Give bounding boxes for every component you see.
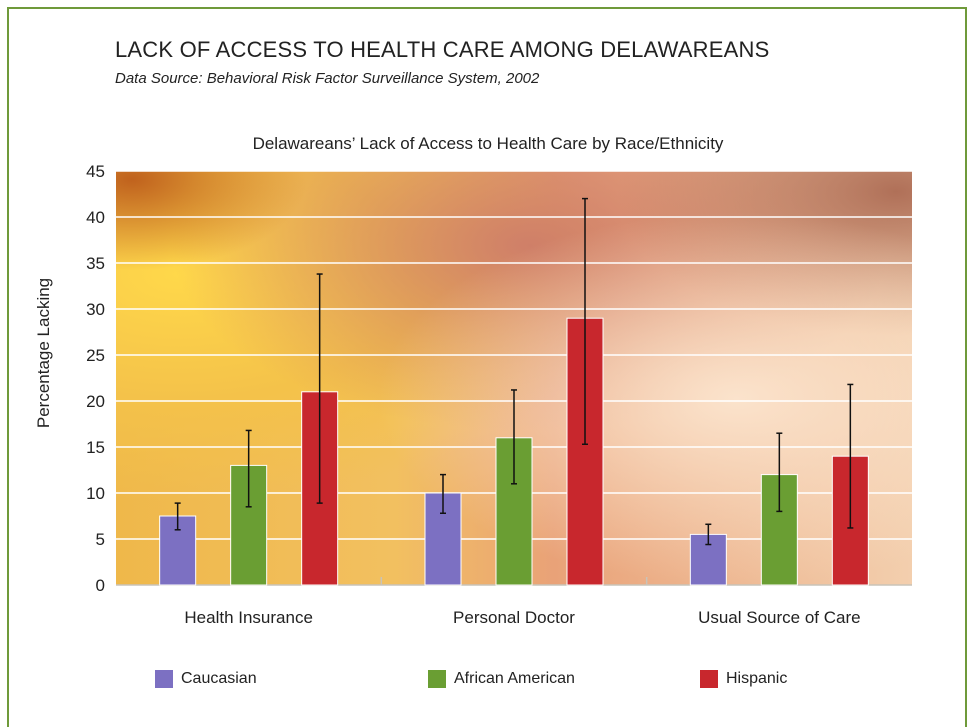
- y-tick-label: 45: [86, 162, 105, 181]
- y-tick-label: 5: [96, 530, 105, 549]
- y-tick-label: 10: [86, 484, 105, 503]
- legend-swatch: [155, 670, 173, 688]
- legend-label: Hispanic: [726, 670, 788, 687]
- y-axis-label: Percentage Lacking: [34, 278, 53, 428]
- legend-item-african-american: African American: [428, 670, 575, 688]
- bar-caucasian: [159, 515, 197, 586]
- page-title: LACK OF ACCESS TO HEALTH CARE AMONG DELA…: [115, 37, 770, 62]
- legend-label: Caucasian: [181, 670, 257, 687]
- y-tick-label: 30: [86, 300, 105, 319]
- x-tick-label: Personal Doctor: [453, 608, 575, 627]
- error-bars: [174, 197, 854, 546]
- y-tick-label: 40: [86, 208, 105, 227]
- page-subtitle: Data Source: Behavioral Risk Factor Surv…: [115, 70, 540, 87]
- y-tick-label: 35: [86, 254, 105, 273]
- y-tick-label: 25: [86, 346, 105, 365]
- chart-legend: Caucasian African American Hispanic: [0, 670, 976, 694]
- y-tick-label: 0: [96, 576, 105, 595]
- chart-title: Delawareans’ Lack of Access to Health Ca…: [252, 134, 724, 153]
- y-tick-label: 15: [86, 438, 105, 457]
- y-axis-ticks: 0 5 10 15 20 25 30 35 40 45: [86, 162, 105, 595]
- legend-swatch: [700, 670, 718, 688]
- x-axis-labels: Health Insurance Personal Doctor Usual Sou…: [184, 608, 860, 627]
- x-tick-label: Usual Source of Care: [698, 608, 861, 627]
- legend-item-hispanic: Hispanic: [700, 670, 787, 688]
- y-tick-label: 20: [86, 392, 105, 411]
- legend-swatch: [428, 670, 446, 688]
- x-tick-label: Health Insurance: [184, 608, 313, 627]
- legend-label: African American: [454, 670, 575, 687]
- legend-item-caucasian: Caucasian: [155, 670, 257, 688]
